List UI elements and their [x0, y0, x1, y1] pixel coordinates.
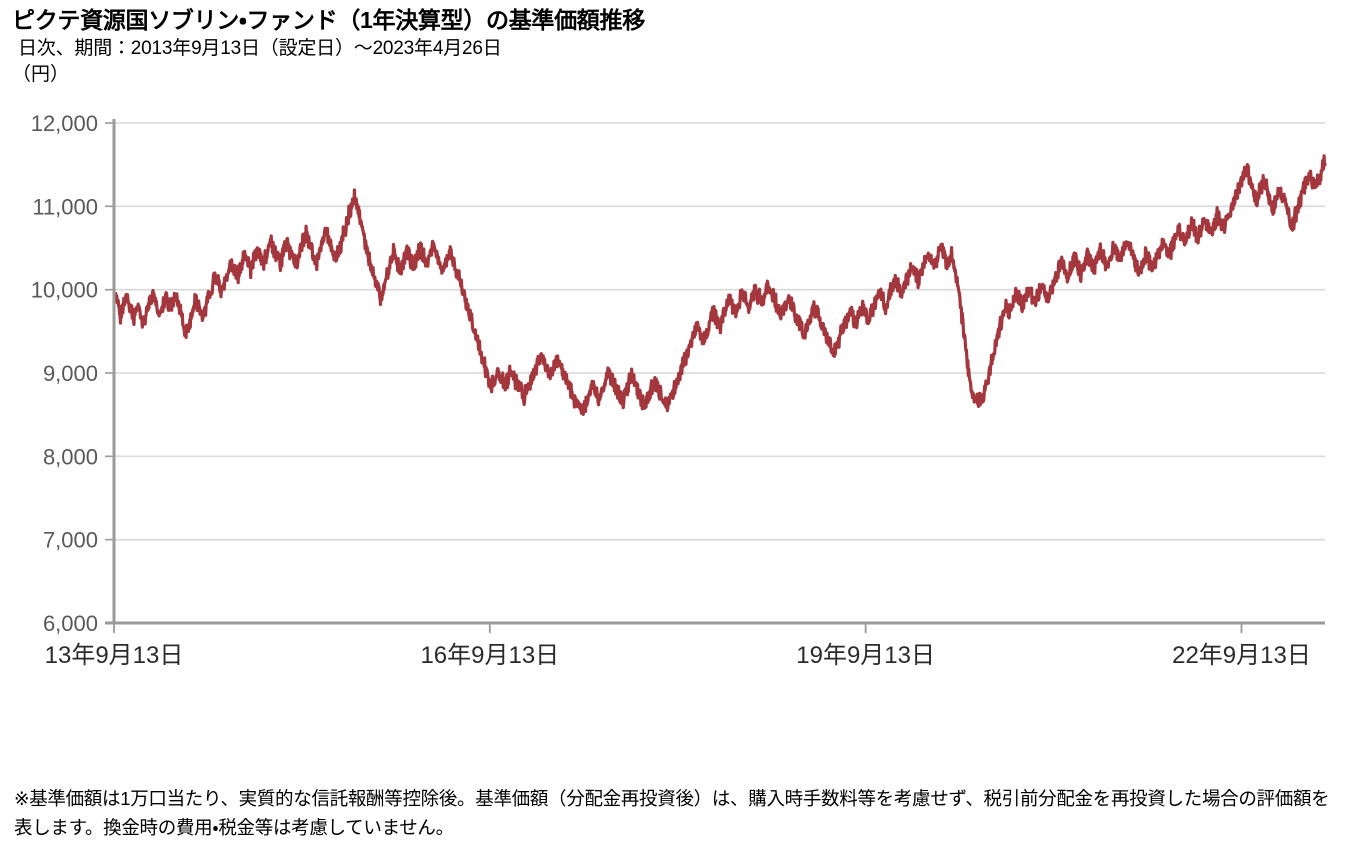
chart-subtitle: 日次、期間：2013年9月13日（設定日）〜2023年4月26日	[18, 38, 502, 60]
y-tick-label: 6,000	[43, 611, 98, 636]
y-tick-label: 8,000	[43, 444, 98, 469]
x-tick-label: 16年9月13日	[420, 642, 559, 669]
y-tick-label: 10,000	[31, 278, 98, 303]
line-chart-svg: 6,000 7,000 8,000 9,000 10,000 11,000 12,000 1…	[31, 111, 1327, 669]
y-tick-label: 7,000	[43, 528, 98, 553]
x-tick-label: 13年9月13日	[45, 642, 184, 669]
series-line-group	[112, 154, 1327, 417]
x-tick-label: 19年9月13日	[796, 642, 935, 669]
y-tick-label: 12,000	[31, 111, 98, 136]
y-tick-label: 9,000	[43, 361, 98, 386]
x-axis-ticks: 13年9月13日 16年9月13日 19年9月13日 22年9月13日	[45, 623, 1311, 669]
page-title: ピクテ資源国ソブリン・ファンド（1年決算型）の基準価額推移	[12, 7, 645, 33]
axis-lines	[105, 119, 1325, 625]
chart-header: ピクテ資源国ソブリン・ファンド（1年決算型）の基準価額推移 日次、期間：2013…	[12, 6, 1332, 88]
grid-lines	[114, 122, 1325, 541]
y-axis-ticks: 6,000 7,000 8,000 9,000 10,000 11,000 12,000	[31, 111, 114, 636]
x-tick-label: 22年9月13日	[1172, 642, 1311, 669]
y-tick-label: 11,000	[32, 194, 98, 219]
series-line	[112, 154, 1327, 417]
y-axis-unit-label: （円）	[12, 64, 70, 86]
footnote-text: ※基準価額は1万口当たり、実質的な信託報酬等控除後。基準価額（分配金再投資後）は…	[14, 788, 1330, 838]
chart-plot-area: 6,000 7,000 8,000 9,000 10,000 11,000 12,000 1…	[0, 104, 1353, 674]
